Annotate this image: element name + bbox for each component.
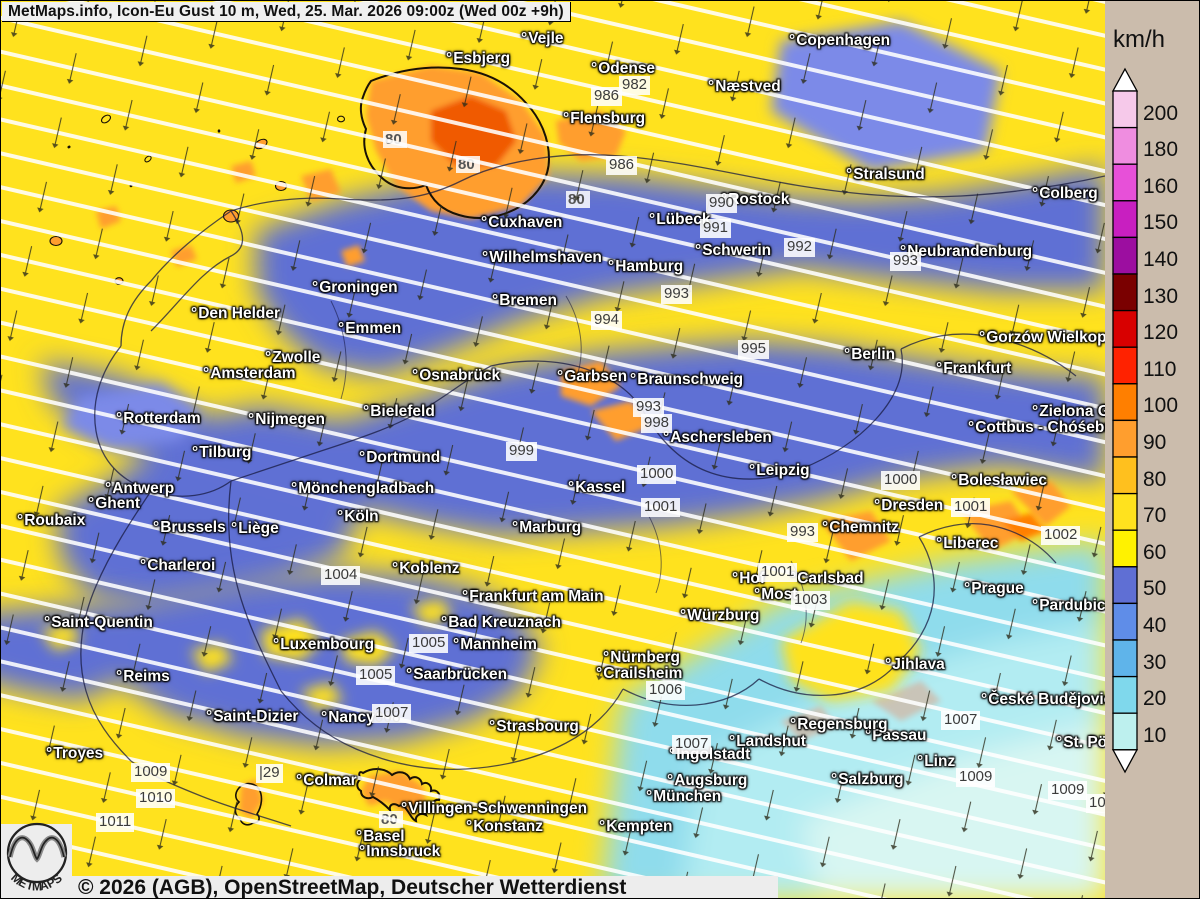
svg-text:km/h: km/h xyxy=(1113,26,1165,53)
svg-text:200: 200 xyxy=(1143,102,1178,125)
svg-text:120: 120 xyxy=(1143,321,1178,344)
svg-text:30: 30 xyxy=(1143,651,1166,674)
svg-text:160: 160 xyxy=(1143,175,1178,198)
svg-text:60: 60 xyxy=(1143,541,1166,564)
svg-text:70: 70 xyxy=(1143,504,1166,527)
svg-text:130: 130 xyxy=(1143,285,1178,308)
svg-text:180: 180 xyxy=(1143,138,1178,161)
svg-text:140: 140 xyxy=(1143,248,1178,271)
svg-text:90: 90 xyxy=(1143,431,1166,454)
svg-text:110: 110 xyxy=(1143,358,1176,381)
svg-text:150: 150 xyxy=(1143,211,1178,234)
svg-text:80: 80 xyxy=(1143,468,1166,491)
svg-text:40: 40 xyxy=(1143,614,1166,637)
svg-text:20: 20 xyxy=(1143,687,1166,710)
svg-text:10: 10 xyxy=(1143,724,1166,747)
svg-text:100: 100 xyxy=(1143,394,1178,417)
svg-text:50: 50 xyxy=(1143,577,1166,600)
